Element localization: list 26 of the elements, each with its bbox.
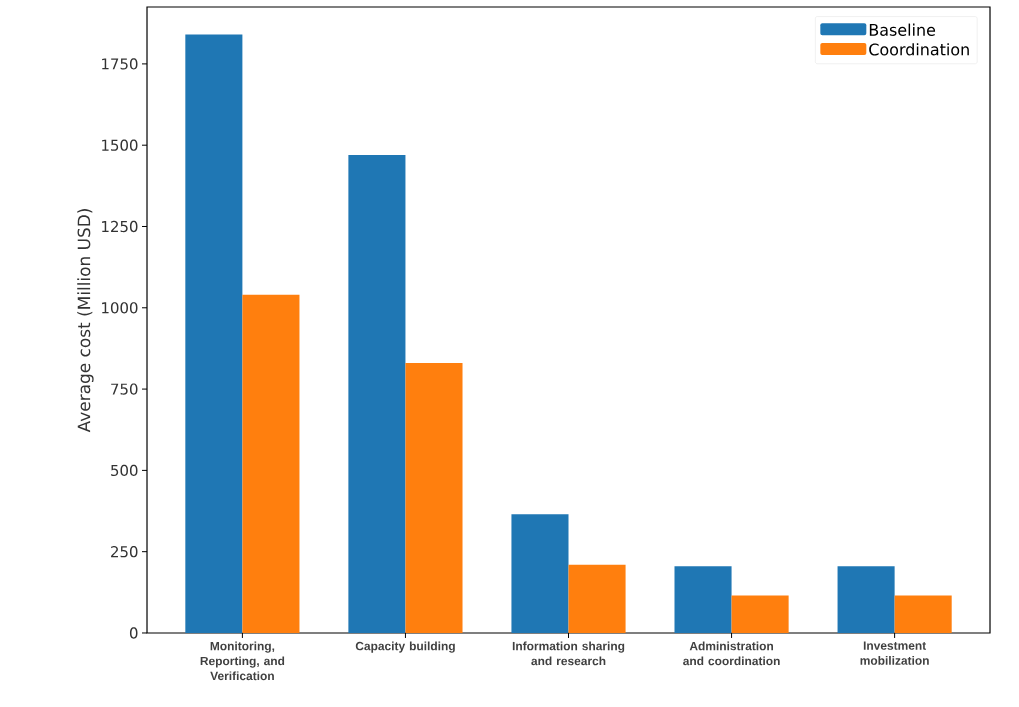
y-tick-label: 500 — [111, 464, 138, 477]
legend-label: Baseline — [869, 23, 936, 36]
x-tick-label: Capacity building — [355, 641, 455, 653]
bar — [348, 154, 406, 633]
x-tick-label: Monitoring, Reporting, and Verification — [200, 641, 285, 681]
bar — [894, 595, 952, 633]
y-tick-label: 250 — [111, 546, 138, 558]
legend-label: Coordination — [869, 43, 969, 56]
bar — [837, 566, 895, 633]
y-tick-label: 1750 — [102, 58, 138, 70]
y-tick-label: 1250 — [102, 220, 138, 233]
y-tick-label: 750 — [111, 383, 138, 395]
bar — [511, 514, 569, 633]
x-tick-label: Investment mobilization — [860, 641, 929, 665]
bar — [674, 566, 732, 633]
bar — [242, 294, 300, 633]
y-axis-title: Average cost (Million USD) — [77, 209, 94, 433]
bar — [731, 595, 789, 633]
bar — [185, 34, 243, 633]
x-tick-label: Administration and coordination — [683, 641, 780, 666]
x-tick-label: Information sharing and research — [512, 641, 625, 666]
y-tick-label: 0 — [129, 627, 138, 639]
y-tick-label: 1000 — [102, 302, 138, 314]
y-tick-label: 1500 — [102, 139, 138, 151]
bar — [568, 564, 626, 633]
bar — [405, 363, 463, 633]
